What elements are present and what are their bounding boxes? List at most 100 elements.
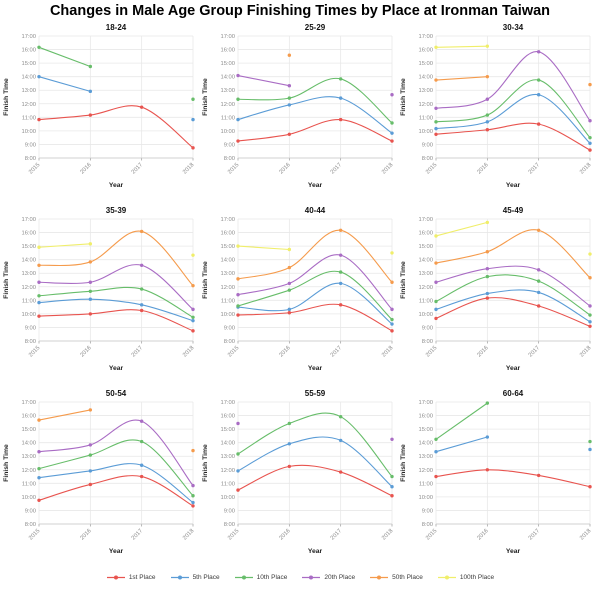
data-point xyxy=(287,84,291,88)
legend-marker-20th-place-icon xyxy=(302,575,321,580)
data-point xyxy=(191,448,195,453)
y-tick-label: 8:00 xyxy=(223,156,234,162)
y-tick-label: 17:00 xyxy=(220,217,235,223)
data-point xyxy=(287,103,291,107)
data-point xyxy=(537,279,541,283)
data-point xyxy=(434,437,439,441)
subplot-title: 40-44 xyxy=(304,206,325,215)
y-tick-label: 9:00 xyxy=(25,325,36,331)
data-point xyxy=(37,117,41,122)
series-line xyxy=(38,439,194,497)
series-20th-place xyxy=(235,421,394,441)
y-tick-label: 12:00 xyxy=(21,285,36,291)
series-100th-place xyxy=(235,244,394,255)
data-point xyxy=(191,97,195,101)
series-line xyxy=(38,105,194,149)
data-point xyxy=(485,401,490,405)
data-point xyxy=(485,296,490,300)
y-tick-label: 13:00 xyxy=(21,454,36,460)
series-1st-place xyxy=(434,122,593,152)
series-5th-place xyxy=(235,281,394,326)
subplot-title: 30-34 xyxy=(503,23,524,32)
x-axis-label: Year xyxy=(307,548,322,555)
data-point xyxy=(434,316,439,321)
series-line xyxy=(237,303,392,332)
x-tick-label: 2015 xyxy=(28,528,41,541)
series-100th-place xyxy=(37,242,195,257)
subplot-title: 60-64 xyxy=(503,389,524,398)
x-tick-label: 2015 xyxy=(227,528,240,541)
data-point xyxy=(485,44,490,48)
y-tick-label: 17:00 xyxy=(220,34,235,40)
series-line xyxy=(38,298,194,322)
data-point xyxy=(88,89,93,94)
series-20th-place xyxy=(235,253,394,312)
charts-grid: 8:00 9:00 10:00 11:00 12:00 13:00 14:00 15:00 16… xyxy=(2,21,598,570)
y-tick-label: 16:00 xyxy=(419,231,434,237)
legend-label: 1st Place xyxy=(128,574,156,581)
x-axis-label: Year xyxy=(109,548,124,555)
series-10th-place xyxy=(434,78,593,140)
data-point xyxy=(588,447,593,452)
data-point xyxy=(191,283,195,288)
legend: 1st Place 5th Place 10th Place 20th Place 50… xyxy=(0,573,600,582)
x-tick-label: 2015 xyxy=(227,162,240,175)
series-line xyxy=(38,264,194,310)
y-tick-label: 10:00 xyxy=(220,495,235,501)
y-tick-label: 9:00 xyxy=(223,142,234,148)
subplot-18-24-chart: 8:00 9:00 10:00 11:00 12:00 13:00 14:00 15:00 16… xyxy=(3,23,195,189)
data-point xyxy=(338,77,343,81)
legend-item-1st-place: 1st Place xyxy=(106,573,156,582)
x-tick-label: 2016 xyxy=(278,162,291,175)
x-tick-label: 2016 xyxy=(278,345,291,358)
series-1st-place xyxy=(434,296,593,329)
y-tick-label: 11:00 xyxy=(221,481,235,487)
series-line xyxy=(38,475,194,507)
data-point xyxy=(588,276,593,280)
series-line xyxy=(436,289,591,323)
data-point xyxy=(139,229,144,234)
series-1st-place xyxy=(235,117,394,143)
data-point xyxy=(434,132,439,136)
data-point xyxy=(191,253,195,257)
y-axis-label: Finish Time xyxy=(400,444,407,482)
data-point xyxy=(235,452,240,456)
y-tick-label: 15:00 xyxy=(220,427,235,433)
series-line xyxy=(237,96,392,134)
legend-item-10th-place: 10th Place xyxy=(234,573,287,582)
data-point xyxy=(537,50,541,54)
data-point xyxy=(588,313,593,317)
data-point xyxy=(485,97,490,101)
data-point xyxy=(88,312,93,316)
data-point xyxy=(389,280,394,284)
y-tick-label: 15:00 xyxy=(220,61,235,67)
series-10th-place xyxy=(37,286,195,319)
data-point xyxy=(338,438,343,443)
series-50th-place xyxy=(434,228,593,280)
data-point xyxy=(191,146,195,150)
series-line xyxy=(38,243,91,248)
data-point xyxy=(235,244,240,248)
data-point xyxy=(37,280,41,284)
series-5th-place xyxy=(434,435,593,454)
x-axis-label: Year xyxy=(109,182,124,189)
legend-marker-1st-place-icon xyxy=(106,575,125,580)
y-tick-label: 11:00 xyxy=(22,298,36,304)
data-point xyxy=(338,117,343,122)
data-point xyxy=(88,260,93,264)
data-point xyxy=(191,504,195,508)
subplot-title: 55-59 xyxy=(304,389,325,398)
x-tick-label: 2018 xyxy=(579,162,592,175)
data-point xyxy=(191,307,195,312)
series-line xyxy=(237,412,393,477)
y-tick-label: 13:00 xyxy=(21,271,36,277)
y-tick-label: 9:00 xyxy=(422,508,433,514)
x-tick-label: 2016 xyxy=(477,162,490,175)
y-tick-label: 14:00 xyxy=(220,441,235,447)
series-20th-place xyxy=(434,265,593,308)
series-line xyxy=(237,119,392,142)
data-point xyxy=(88,453,93,457)
data-point xyxy=(338,96,343,100)
series-line xyxy=(436,265,591,307)
series-line xyxy=(237,245,290,251)
